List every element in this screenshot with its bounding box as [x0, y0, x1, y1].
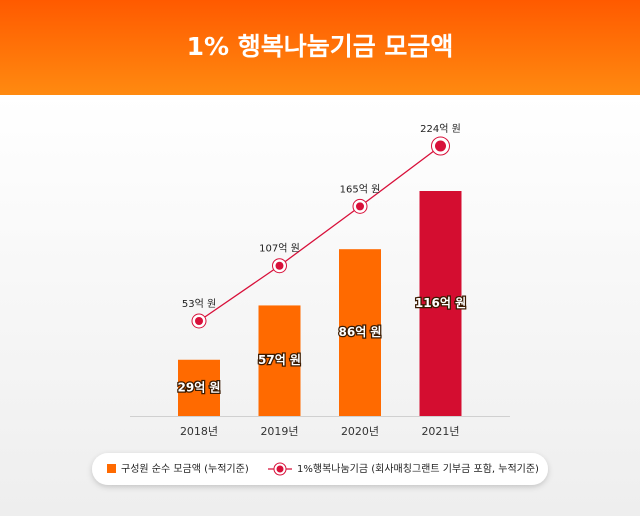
point-value-label: 165억 원 — [340, 183, 381, 195]
legend — [92, 453, 548, 485]
point — [356, 202, 364, 211]
legend-label: 1%행복나눔기금 (회사매칭그랜트 기부금 포함, 누적기준) — [297, 463, 539, 475]
background — [0, 95, 640, 516]
bar-value-label: 116억 원 — [415, 296, 466, 310]
x-tick-label: 2020년 — [341, 425, 379, 438]
x-tick-label: 2021년 — [421, 425, 459, 438]
bar — [419, 191, 462, 416]
bar-value-label: 57억 원 — [258, 353, 301, 367]
bar — [339, 249, 381, 416]
x-tick-label: 2018년 — [180, 425, 218, 438]
point-value-label: 107억 원 — [259, 243, 300, 255]
legend-dot — [276, 465, 284, 473]
point-value-label: 53억 원 — [182, 298, 216, 310]
legend-label: 구성원 순수 모금액 (누적기준) — [121, 463, 249, 475]
point — [435, 140, 446, 152]
header — [0, 0, 640, 95]
bar-value-label: 29억 원 — [178, 380, 221, 394]
x-tick-label: 2019년 — [260, 425, 298, 438]
bar-value-label: 86억 원 — [339, 325, 382, 339]
chart-title: 1% 행복나눔기금 모금액 — [187, 32, 454, 61]
legend-swatch — [107, 464, 116, 473]
point — [195, 317, 203, 325]
bar — [258, 305, 301, 416]
bar — [178, 359, 220, 416]
point — [275, 261, 284, 270]
point-value-label: 224억 원 — [420, 123, 461, 135]
line — [198, 145, 441, 322]
